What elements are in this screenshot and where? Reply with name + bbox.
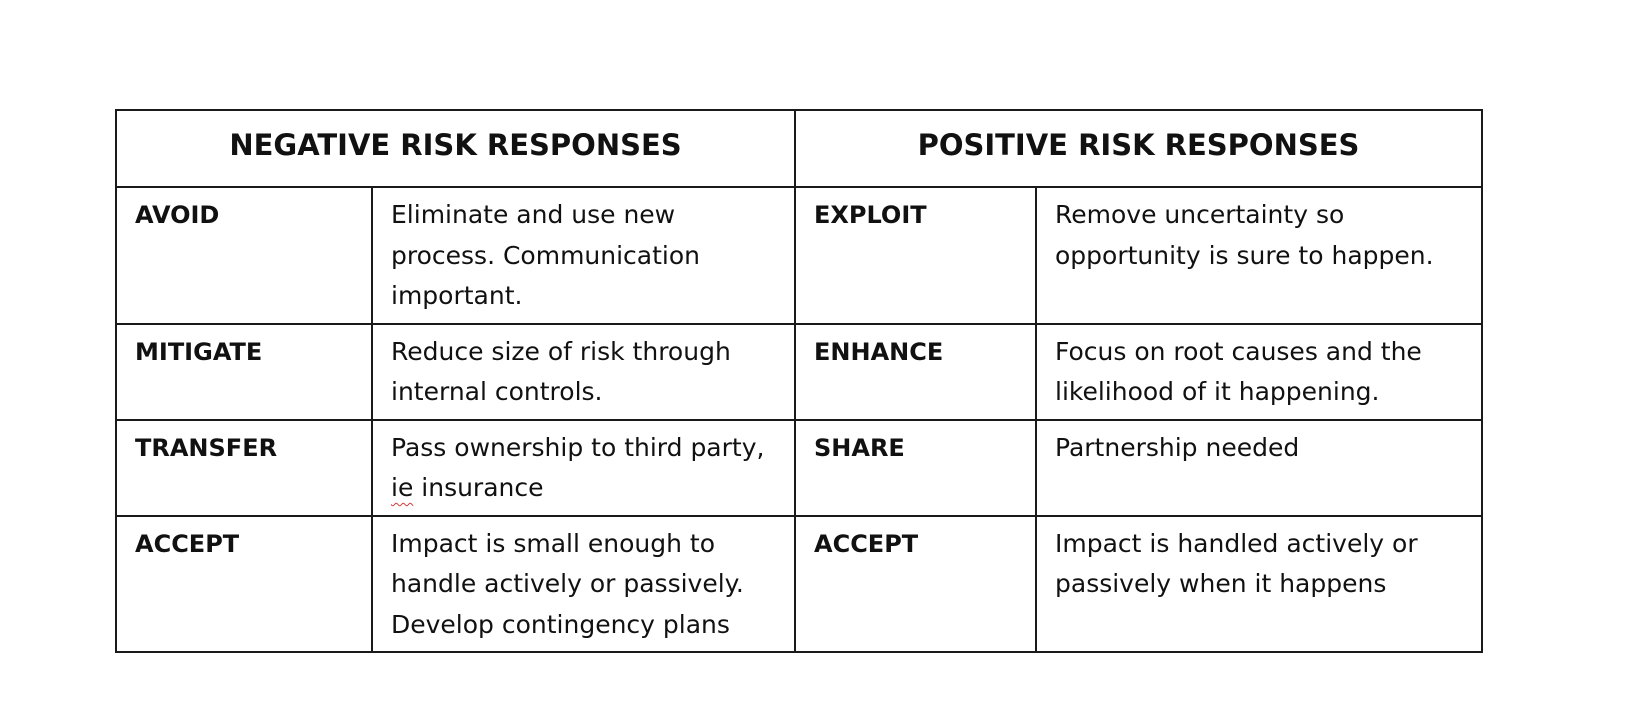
positive-response-description: Focus on root causes and the likelihood … (1035, 322, 1483, 421)
negative-response-term: AVOID (115, 186, 373, 325)
negative-response-term: MITIGATE (115, 322, 373, 421)
positive-response-term: ACCEPT (794, 514, 1037, 653)
negative-response-description: Pass ownership to third party, ie insura… (371, 418, 796, 517)
positive-response-description: Remove uncertainty so opportunity is sur… (1035, 186, 1483, 325)
negative-response-description: Impact is small enough to handle activel… (371, 514, 796, 653)
positive-response-description: Partnership needed (1035, 418, 1483, 517)
table-row: ACCEPT Impact is small enough to handle … (115, 514, 1483, 653)
table-row: AVOID Eliminate and use new process. Com… (115, 186, 1483, 325)
positive-risk-header: POSITIVE RISK RESPONSES (794, 109, 1483, 188)
negative-risk-header: NEGATIVE RISK RESPONSES (115, 109, 796, 188)
negative-response-term: TRANSFER (115, 418, 373, 517)
description-text-end: insurance (413, 473, 544, 502)
table-row: MITIGATE Reduce size of risk through int… (115, 322, 1483, 421)
positive-response-term: ENHANCE (794, 322, 1037, 421)
description-text-start: Pass ownership to third party, (391, 432, 765, 462)
table-header-row: NEGATIVE RISK RESPONSES POSITIVE RISK RE… (115, 109, 1483, 188)
positive-response-term: EXPLOIT (794, 186, 1037, 325)
risk-responses-table: NEGATIVE RISK RESPONSES POSITIVE RISK RE… (115, 109, 1483, 653)
positive-response-term: SHARE (794, 418, 1037, 517)
negative-response-description: Reduce size of risk through internal con… (371, 322, 796, 421)
negative-response-term: ACCEPT (115, 514, 373, 653)
positive-response-description: Impact is handled actively or passively … (1035, 514, 1483, 653)
negative-response-description: Eliminate and use new process. Communica… (371, 186, 796, 325)
table-row: TRANSFER Pass ownership to third party, … (115, 418, 1483, 517)
spellcheck-flagged-word: ie (391, 473, 414, 502)
